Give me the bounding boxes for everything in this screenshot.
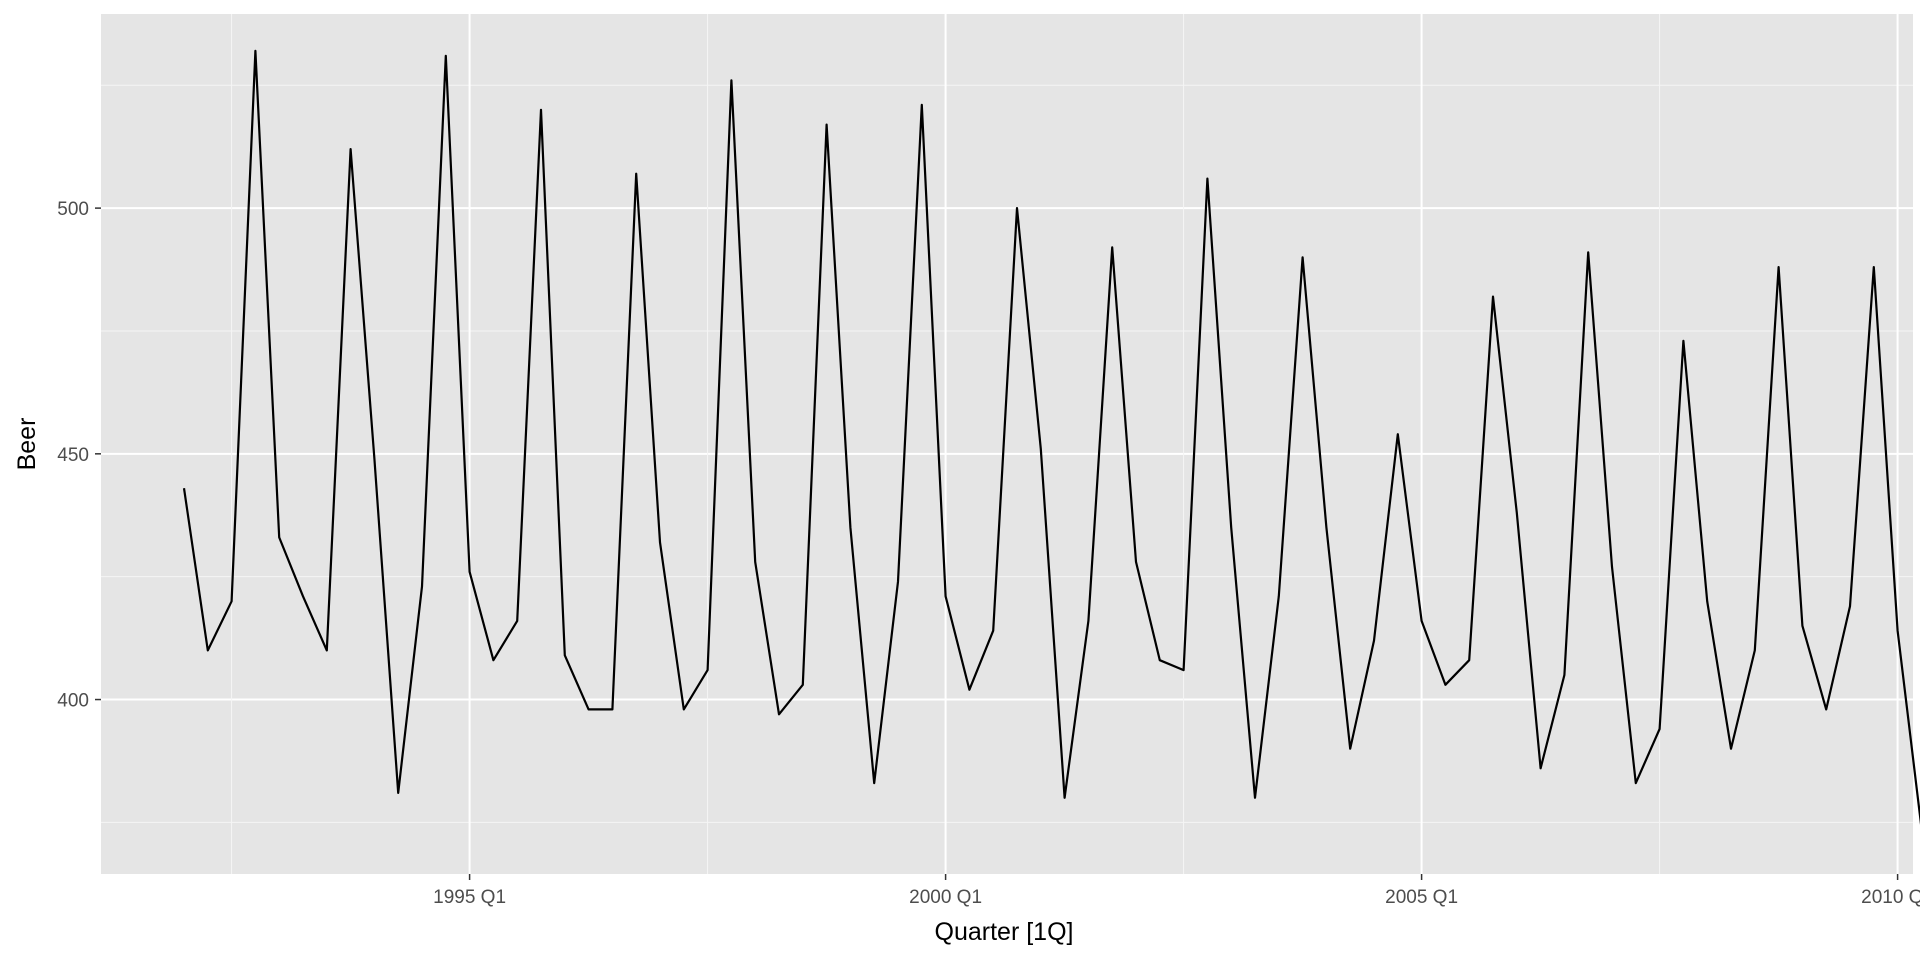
x-tick-label: 2000 Q1 bbox=[909, 887, 982, 908]
y-axis-title: Beer bbox=[13, 418, 41, 471]
panel-background bbox=[101, 14, 1913, 874]
grid-lines bbox=[101, 14, 1913, 874]
beer-series-line bbox=[182, 49, 1920, 825]
x-tick-label: 2010 Q1 bbox=[1861, 887, 1920, 908]
data-series bbox=[182, 49, 1920, 825]
y-tick-label: 400 bbox=[57, 691, 89, 712]
x-axis-title: Quarter [1Q] bbox=[935, 918, 1074, 946]
y-tick-label: 500 bbox=[57, 199, 89, 220]
y-tick-label: 450 bbox=[57, 445, 89, 466]
axes: 400 450 500 1995 Q1 2000 Q1 2005 Q1 2010 Q1 bbox=[57, 199, 1920, 908]
x-tick-label: 2005 Q1 bbox=[1385, 887, 1458, 908]
x-tick-label: 1995 Q1 bbox=[433, 887, 506, 908]
